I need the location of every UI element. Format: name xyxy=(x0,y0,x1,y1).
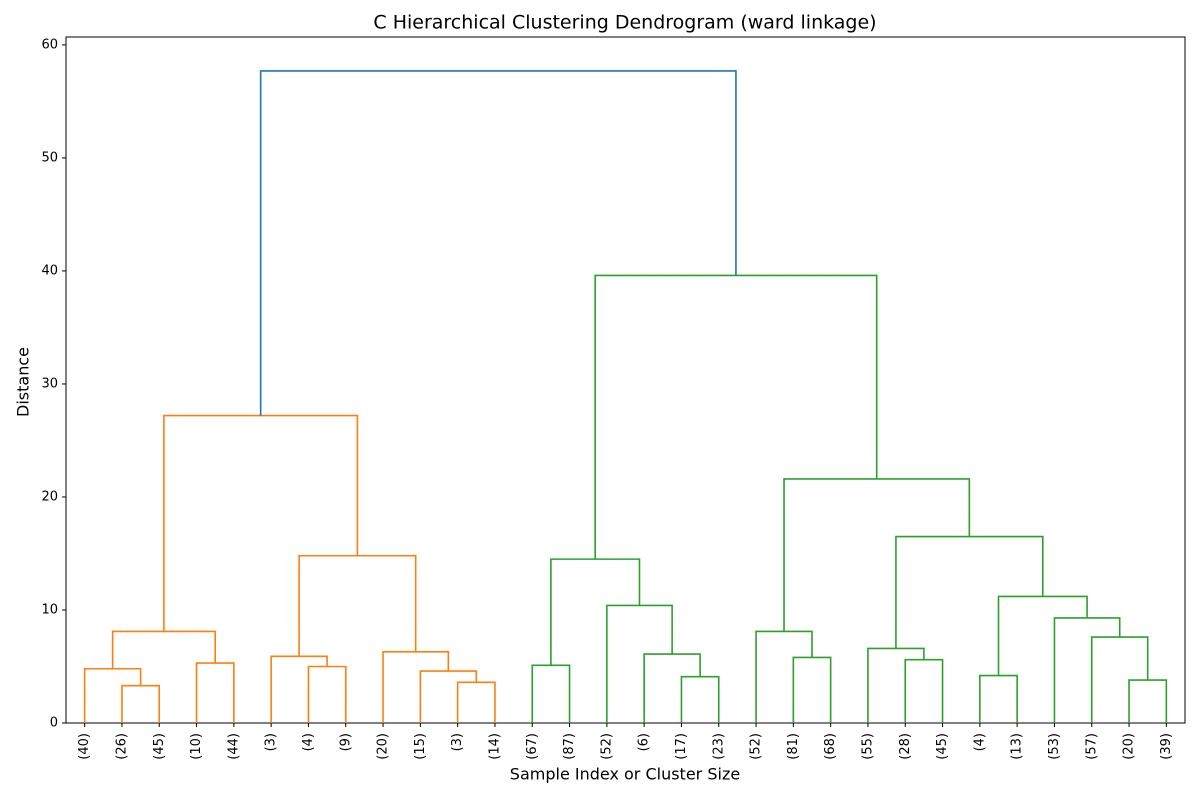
leaf-label: (28) xyxy=(898,733,913,760)
leaf-label: (45) xyxy=(152,733,167,760)
y-axis-label: Distance xyxy=(14,347,33,417)
leaf-label: (13) xyxy=(1010,733,1025,760)
leaf-label: (26) xyxy=(114,733,129,760)
x-axis-label: Sample Index or Cluster Size xyxy=(510,765,740,784)
link xyxy=(307,665,347,723)
leaf-label: (44) xyxy=(226,733,241,760)
link xyxy=(1053,617,1121,723)
leaf-label: (15) xyxy=(413,733,428,760)
leaf-label: (14) xyxy=(487,733,502,760)
link xyxy=(259,70,737,416)
leaf-label: (45) xyxy=(935,733,950,760)
link xyxy=(195,662,235,723)
leaf-label: (68) xyxy=(823,733,838,760)
link xyxy=(456,681,496,723)
leaf-label: (39) xyxy=(1159,733,1174,760)
link xyxy=(594,274,878,560)
leaf-label: (67) xyxy=(525,733,540,760)
plot-frame xyxy=(65,36,1186,724)
leaf-label: (87) xyxy=(562,733,577,760)
leaf-label: (81) xyxy=(786,733,801,760)
leaf-label: (20) xyxy=(376,733,391,760)
y-tick-label: 40 xyxy=(41,263,58,278)
leaf-label: (3) xyxy=(450,733,465,751)
y-tick-label: 30 xyxy=(41,376,58,391)
leaf-label: (9) xyxy=(338,733,353,751)
leaf-label: (4) xyxy=(972,733,987,751)
link xyxy=(1090,636,1149,723)
link xyxy=(755,630,813,723)
leaf-label: (57) xyxy=(1084,733,1099,760)
leaf-label: (23) xyxy=(711,733,726,760)
link xyxy=(531,664,571,723)
link xyxy=(979,674,1018,723)
y-tick-label: 20 xyxy=(41,489,58,504)
link xyxy=(783,478,971,632)
link xyxy=(83,667,142,723)
link xyxy=(298,554,417,657)
chart-title: C Hierarchical Clustering Dendrogram (wa… xyxy=(373,12,876,34)
link xyxy=(997,595,1088,676)
y-tick-label: 60 xyxy=(41,37,58,52)
leaf-label: (53) xyxy=(1047,733,1062,760)
link xyxy=(606,604,673,723)
leaf-label: (10) xyxy=(189,733,204,760)
y-tick-label: 50 xyxy=(41,150,58,165)
link xyxy=(904,658,944,723)
leaf-label: (3) xyxy=(264,733,279,751)
link xyxy=(643,653,701,723)
leaf-label: (6) xyxy=(637,733,652,751)
link xyxy=(419,670,478,723)
y-tick-label: 10 xyxy=(41,602,58,617)
leaf-label: (52) xyxy=(599,733,614,760)
link xyxy=(1128,679,1168,723)
link xyxy=(382,651,450,723)
link xyxy=(680,675,720,723)
link xyxy=(895,535,1044,649)
link xyxy=(121,684,161,723)
y-tick-label: 0 xyxy=(50,716,58,731)
leaf-label: (20) xyxy=(1122,733,1137,760)
leaf-label: (52) xyxy=(749,733,764,760)
leaf-label: (55) xyxy=(860,733,875,760)
link xyxy=(163,414,359,632)
leaf-label: (40) xyxy=(77,733,92,760)
link xyxy=(792,656,832,723)
leaf-label: (4) xyxy=(301,733,316,751)
link xyxy=(550,558,641,666)
leaf-label: (17) xyxy=(674,733,689,760)
